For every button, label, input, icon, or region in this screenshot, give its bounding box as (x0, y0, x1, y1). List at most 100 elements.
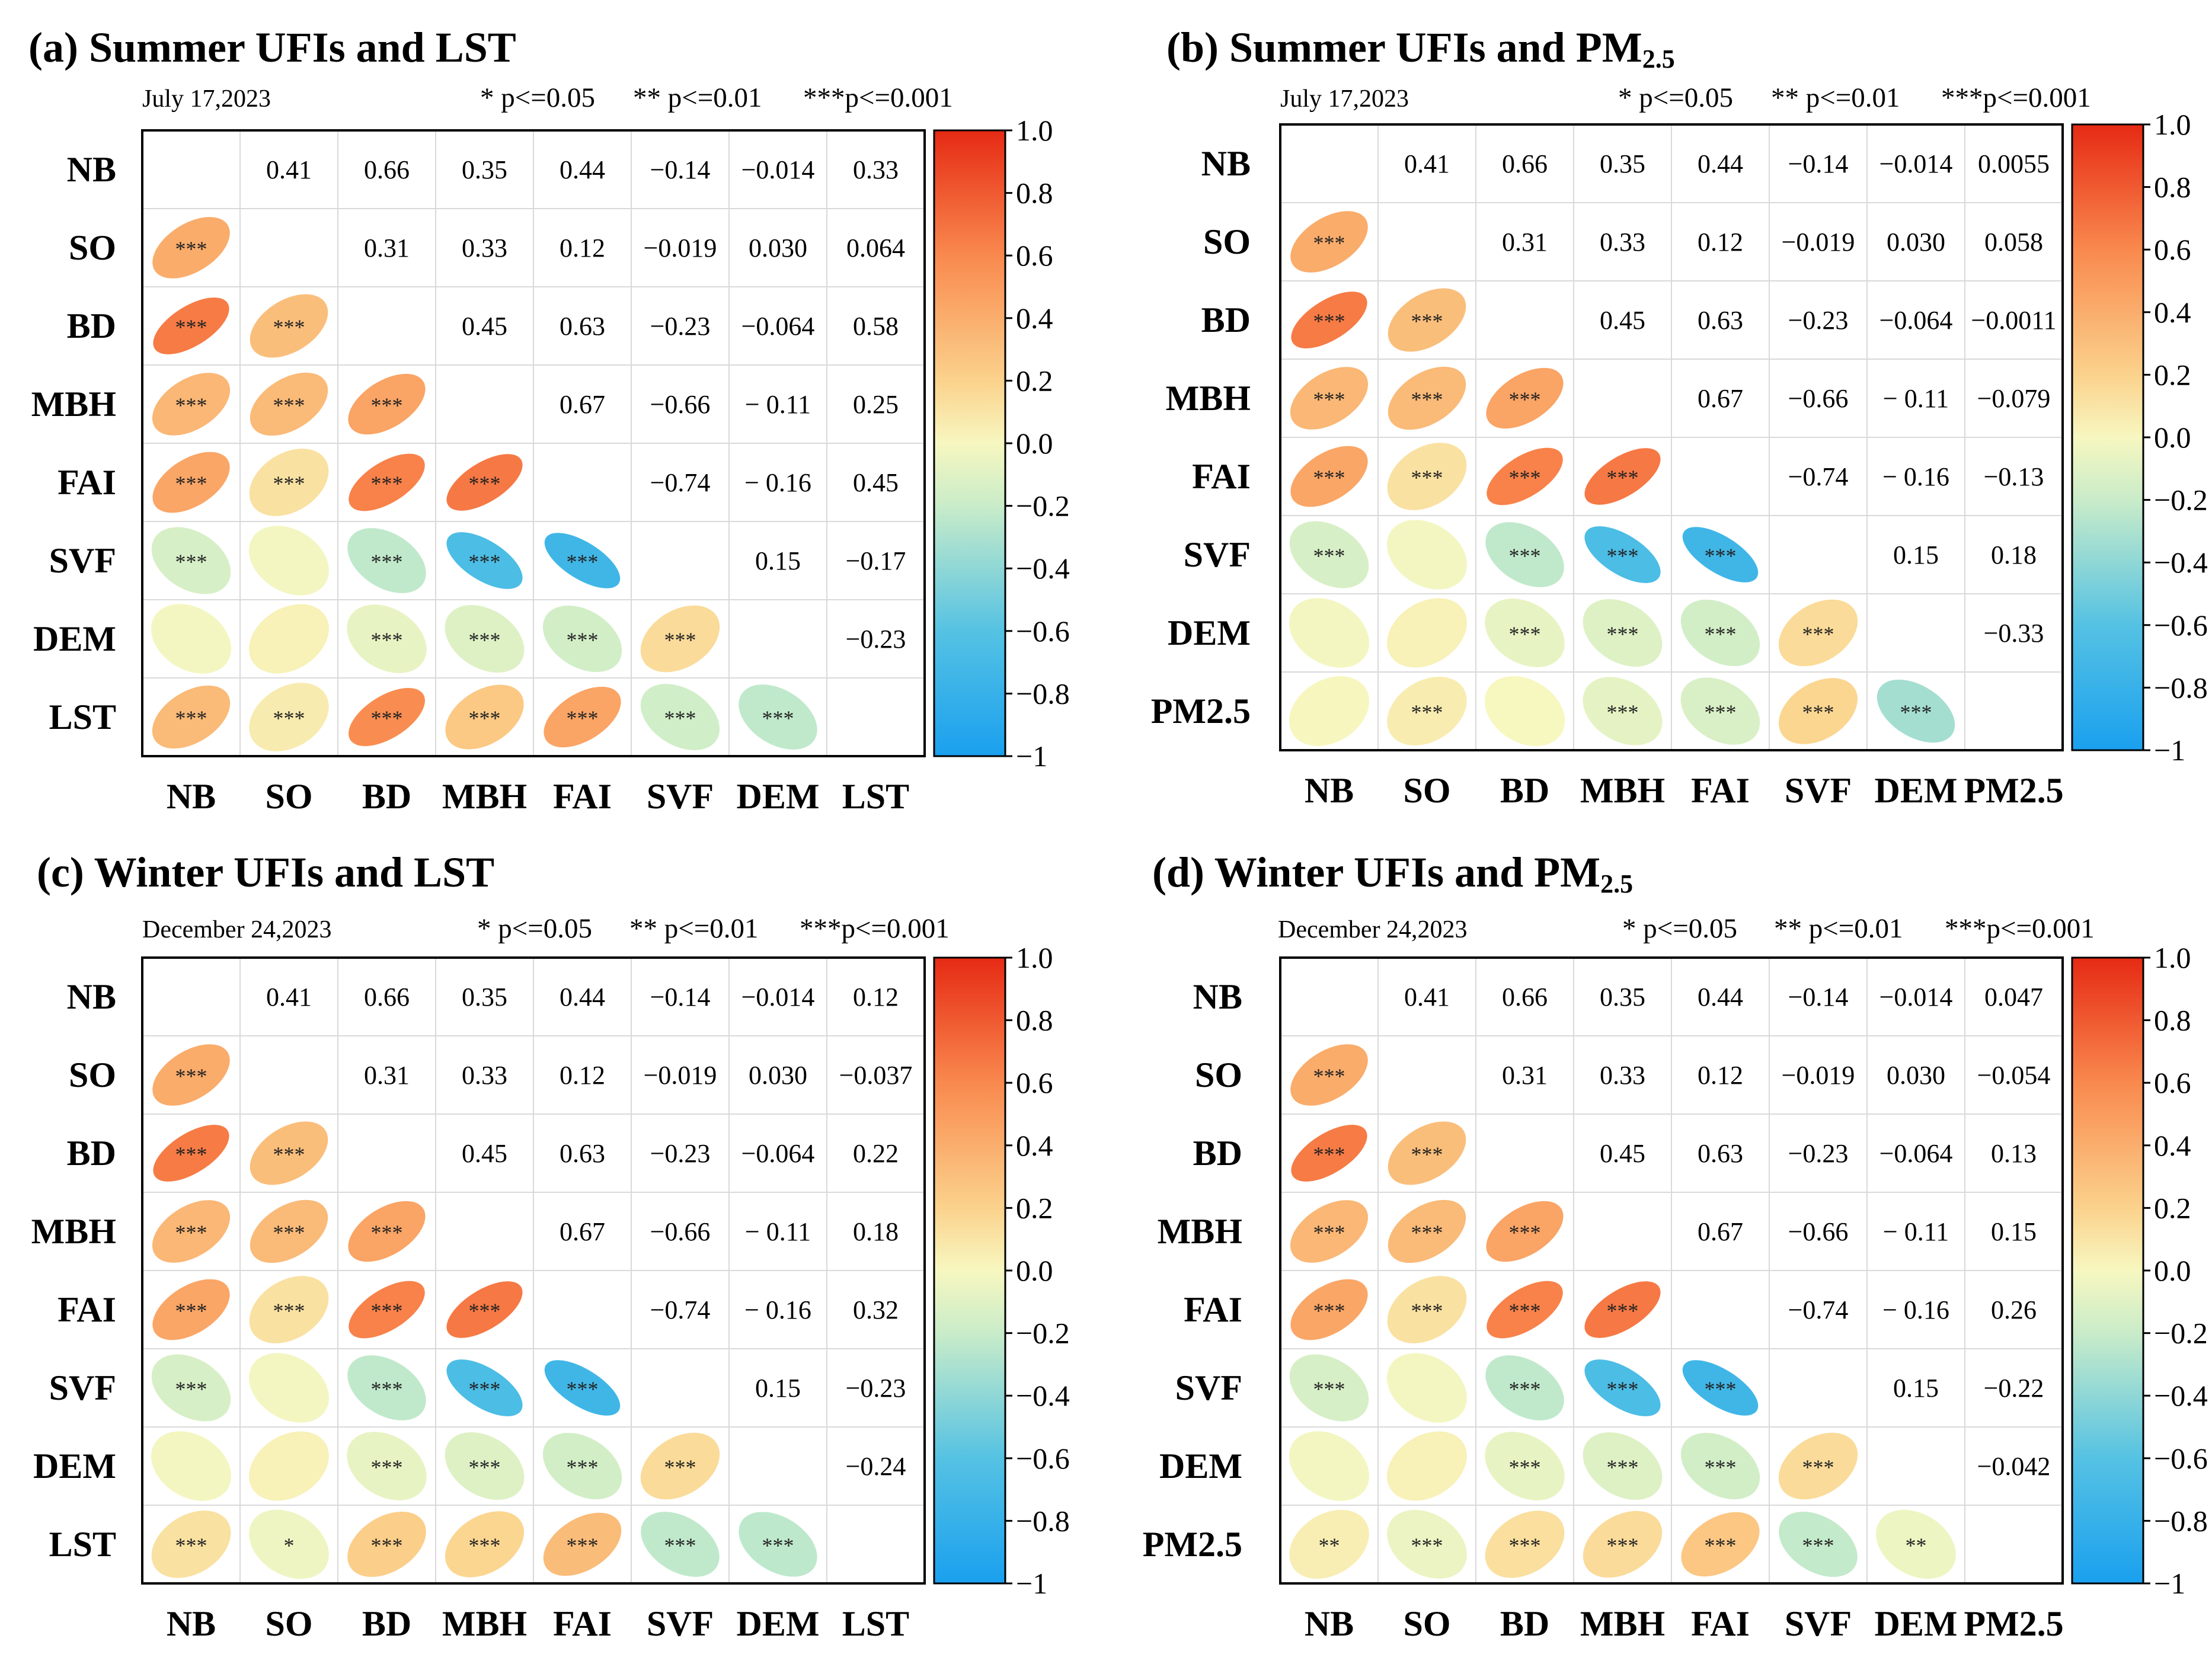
correlation-value: 0.15 (755, 546, 801, 575)
correlation-value: −0.014 (741, 155, 815, 184)
correlation-ellipse (1680, 1432, 1760, 1500)
correlation-value: 0.45 (1600, 306, 1645, 335)
colorbar-tick-label: 0.4 (2154, 296, 2191, 329)
correlation-ellipse (1486, 367, 1564, 429)
correlation-ellipse (1583, 677, 1663, 745)
colorbar-tick-label: −0.2 (2154, 1317, 2208, 1350)
significance-stars: *** (371, 706, 403, 730)
colorbar-gradient (933, 129, 1006, 757)
correlation-ellipse-group (542, 605, 622, 673)
panel-c: (c) Winter UFIs and LST December 24,2023… (31, 849, 1070, 1643)
correlation-value: −0.14 (650, 983, 711, 1012)
column-label: SO (265, 1604, 312, 1643)
correlation-value: 0.22 (853, 1139, 899, 1168)
correlation-ellipse-group (151, 1354, 231, 1422)
correlation-ellipse-group (1682, 527, 1759, 583)
significance-stars: *** (664, 1455, 696, 1479)
significance-stars: *** (1802, 700, 1834, 724)
row-label: BD (1193, 1134, 1242, 1173)
sig-label-3: ***p<=0.001 (1945, 913, 2095, 944)
correlation-ellipse (544, 1360, 621, 1416)
correlation-value: 0.33 (1600, 1061, 1645, 1090)
correlation-ellipse (1583, 1432, 1663, 1500)
column-label: FAI (553, 1604, 612, 1643)
significance-stars: *** (1607, 1534, 1639, 1557)
correlation-ellipse-group (152, 1044, 230, 1106)
column-label: LST (842, 1604, 909, 1643)
sig-label-1: * p<=0.05 (1622, 913, 1737, 944)
column-label: SO (1403, 1604, 1450, 1643)
correlation-ellipse-group (445, 1511, 525, 1577)
colorbar-tick-label: 0.6 (2154, 1066, 2191, 1099)
correlation-value: 0.33 (462, 1061, 507, 1090)
colorbar-tick-label: −0.4 (1016, 552, 1070, 585)
row-label: FAI (1192, 457, 1251, 496)
correlation-ellipse-group (446, 454, 523, 511)
correlation-value: 0.35 (1600, 149, 1645, 178)
correlation-value: 0.12 (853, 983, 899, 1012)
row-label: FAI (57, 463, 116, 502)
column-label: MBH (1580, 1604, 1665, 1643)
correlation-value: −0.0011 (1971, 306, 2056, 335)
correlation-ellipse-group (1485, 522, 1564, 587)
correlation-ellipse (1388, 366, 1466, 430)
significance-stars: *** (175, 472, 207, 495)
row-label: MBH (31, 1212, 116, 1251)
correlation-value: − 0.16 (744, 468, 811, 497)
significance-stars: *** (1509, 1455, 1541, 1479)
correlation-ellipse (347, 1511, 426, 1577)
correlation-ellipse (249, 449, 329, 516)
row-label: NB (1201, 144, 1251, 183)
sig-label-3: ***p<=0.001 (800, 913, 950, 944)
correlation-ellipse (1386, 1353, 1468, 1423)
correlation-ellipse (249, 1431, 329, 1501)
correlation-ellipse (250, 1199, 328, 1263)
correlation-ellipse-group (1387, 677, 1467, 745)
correlation-ellipse (1289, 521, 1369, 588)
significance-stars: *** (567, 706, 599, 730)
correlation-ellipse-group (640, 684, 720, 750)
correlation-value: 0.58 (853, 312, 899, 341)
significance-stars: *** (1313, 1299, 1345, 1323)
matrix-frame (141, 129, 926, 757)
row-label: FAI (57, 1290, 116, 1329)
row-label: DEM (1159, 1447, 1242, 1486)
significance-stars: *** (1705, 700, 1737, 724)
correlation-value: −0.23 (1788, 1139, 1849, 1168)
significance-stars: *** (1607, 544, 1639, 568)
significance-stars: *** (371, 472, 403, 495)
correlation-ellipse-group (1291, 1125, 1367, 1182)
correlation-ellipse (153, 1125, 229, 1182)
colorbar-tick-label: −0.2 (1016, 1317, 1070, 1350)
colorbar-tick-label: 1.0 (1016, 941, 1053, 974)
correlation-ellipse (249, 1276, 329, 1343)
correlation-value: 0.44 (1698, 149, 1743, 178)
column-label: SVF (647, 1604, 714, 1643)
correlation-value: 0.63 (560, 312, 605, 341)
correlation-ellipse-group (152, 685, 231, 749)
significance-stars: *** (371, 1299, 403, 1323)
correlation-value: −0.74 (650, 1295, 711, 1324)
correlation-ellipse-group (446, 1359, 523, 1416)
colorbar-tick-label: −0.6 (2154, 609, 2208, 642)
correlation-value: 0.35 (462, 155, 507, 184)
correlation-ellipse-group (151, 604, 232, 674)
correlation-ellipse-group (248, 1353, 330, 1423)
correlation-ellipse-group (445, 604, 525, 673)
correlation-ellipse (151, 1354, 231, 1422)
correlation-ellipse-group (1486, 367, 1564, 429)
correlation-ellipse (152, 1279, 230, 1340)
correlation-ellipse (1681, 1512, 1760, 1577)
significance-stars: *** (273, 1221, 305, 1244)
significance-stars: * (284, 1534, 295, 1557)
correlation-ellipse-group (1387, 1276, 1467, 1343)
correlation-ellipse (445, 1432, 525, 1500)
colorbar-gradient (2071, 956, 2144, 1585)
correlation-ellipse (1584, 1281, 1661, 1338)
correlation-ellipse-group (1290, 446, 1368, 507)
significance-stars: *** (371, 1534, 403, 1557)
row-labels: NB SO BD MBH FAI SVF DEM PM2.5 (1151, 144, 1251, 731)
correlation-ellipse-group (152, 217, 230, 279)
correlation-ellipse-group (1290, 1279, 1368, 1340)
heatmap-cells: 0.41 0.66 0.35 0.44 −0.14 −0.014 0.12 *** 0.31 0.… (141, 956, 926, 1585)
